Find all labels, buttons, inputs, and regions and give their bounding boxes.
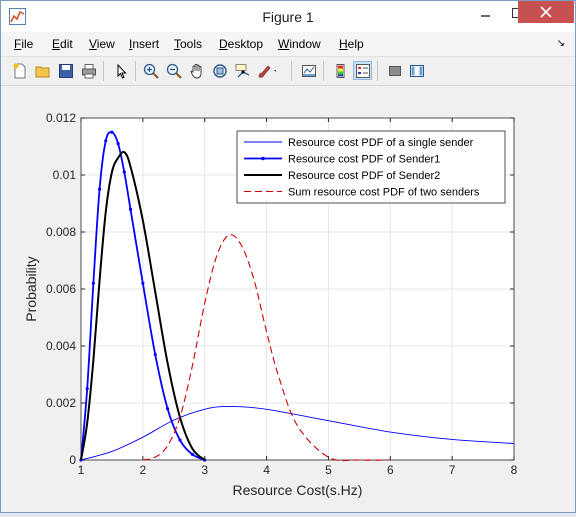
series-marker — [122, 170, 126, 174]
series-marker — [85, 387, 89, 391]
insert-colorbar-icon[interactable] — [331, 61, 350, 80]
zoom-in-icon[interactable] — [141, 61, 160, 80]
legend-entry-label: Resource cost PDF of Sender2 — [288, 170, 440, 182]
menu-edit[interactable]: Edit — [52, 37, 73, 51]
show-plot-tools-icon[interactable] — [407, 61, 426, 80]
menu-insert[interactable]: Insert — [129, 37, 160, 51]
series-line-4[interactable] — [142, 234, 391, 462]
menu-bar: File Edit View Insert Tools Desktop Wind… — [1, 32, 575, 57]
toolbar-separator — [323, 61, 324, 81]
insert-legend-icon[interactable] — [353, 61, 372, 80]
x-tick-label: 6 — [387, 463, 394, 477]
new-figure-icon[interactable] — [10, 61, 29, 80]
menu-tools[interactable]: Tools — [174, 37, 203, 51]
close-icon — [540, 6, 552, 18]
series-marker — [91, 281, 95, 285]
y-tick-label: 0.002 — [46, 396, 76, 410]
toolbar-separator — [103, 61, 104, 81]
series-marker — [190, 452, 194, 456]
minimize-button[interactable] — [469, 2, 502, 24]
minimize-icon — [480, 15, 490, 17]
open-file-icon[interactable] — [33, 61, 52, 80]
y-axis-label: Probability — [23, 256, 39, 321]
y-tick-label: 0 — [69, 453, 76, 467]
x-tick-label: 1 — [78, 463, 85, 477]
series-marker — [141, 281, 145, 285]
x-tick-label: 7 — [449, 463, 456, 477]
edit-plot-arrow-icon[interactable] — [111, 61, 130, 80]
series-marker — [97, 187, 102, 191]
legend-marker — [261, 156, 265, 161]
toolbar-separator — [291, 61, 292, 81]
brush-icon[interactable] — [257, 61, 276, 80]
series-marker — [110, 130, 114, 134]
x-tick-label: 2 — [140, 463, 147, 477]
menu-help[interactable]: Help — [339, 37, 364, 51]
title-bar[interactable]: Figure 1 — [1, 1, 575, 32]
dock-figure-icon[interactable]: ↘ — [556, 38, 565, 49]
pan-hand-icon[interactable] — [187, 61, 206, 80]
data-cursor-icon[interactable] — [233, 61, 252, 80]
series-line-1[interactable] — [80, 405, 515, 461]
print-icon[interactable] — [79, 61, 98, 80]
y-tick-label: 0.012 — [46, 111, 76, 125]
zoom-out-icon[interactable] — [164, 61, 183, 80]
legend-entry-label: Resource cost PDF of a single sender — [288, 137, 474, 149]
x-tick-label: 8 — [511, 463, 518, 477]
series-line-3[interactable] — [80, 150, 206, 461]
close-button[interactable] — [518, 1, 574, 23]
figure-canvas[interactable]: 1 2 3 4 5 6 7 8 0 0.002 0.004 0.006 0.008 0.01 0.012 Re… — [1, 86, 575, 512]
save-icon[interactable] — [56, 61, 75, 80]
x-tick-label: 5 — [325, 463, 332, 477]
series-marker — [166, 407, 170, 411]
legend-entry-label: Resource cost PDF of Sender1 — [288, 154, 440, 166]
legend-entry-label: Sum resource cost PDF of two senders — [288, 187, 480, 199]
series-marker — [116, 142, 120, 146]
x-axis-label: Resource Cost(s.Hz) — [233, 482, 363, 498]
menu-view[interactable]: View — [89, 37, 115, 51]
window-title: Figure 1 — [262, 9, 314, 25]
x-tick-label: 4 — [263, 463, 270, 477]
y-tick-label: 0.008 — [46, 225, 76, 239]
plot-svg[interactable]: 1 2 3 4 5 6 7 8 0 0.002 0.004 0.006 0.008 0.01 0.012 Re… — [1, 86, 575, 512]
hide-plot-tools-icon[interactable] — [385, 61, 404, 80]
figure-toolbar — [1, 57, 575, 86]
rotate-3d-icon[interactable] — [210, 61, 229, 80]
x-tick-label: 3 — [201, 463, 208, 477]
y-tick-label: 0.004 — [46, 339, 76, 353]
y-tick-label: 0.006 — [46, 282, 76, 296]
menu-desktop[interactable]: Desktop — [219, 37, 264, 51]
series-marker — [153, 352, 157, 357]
menu-file[interactable]: File — [14, 37, 34, 51]
series-marker — [104, 139, 108, 143]
toolbar-separator — [135, 61, 136, 81]
series-marker — [128, 207, 133, 211]
series-marker — [178, 438, 182, 442]
y-tick-label: 0.01 — [53, 168, 77, 182]
menu-window[interactable]: Window — [278, 37, 321, 51]
link-plot-icon[interactable] — [299, 61, 318, 80]
toolbar-separator — [377, 61, 378, 81]
matlab-figure-icon — [9, 8, 26, 25]
